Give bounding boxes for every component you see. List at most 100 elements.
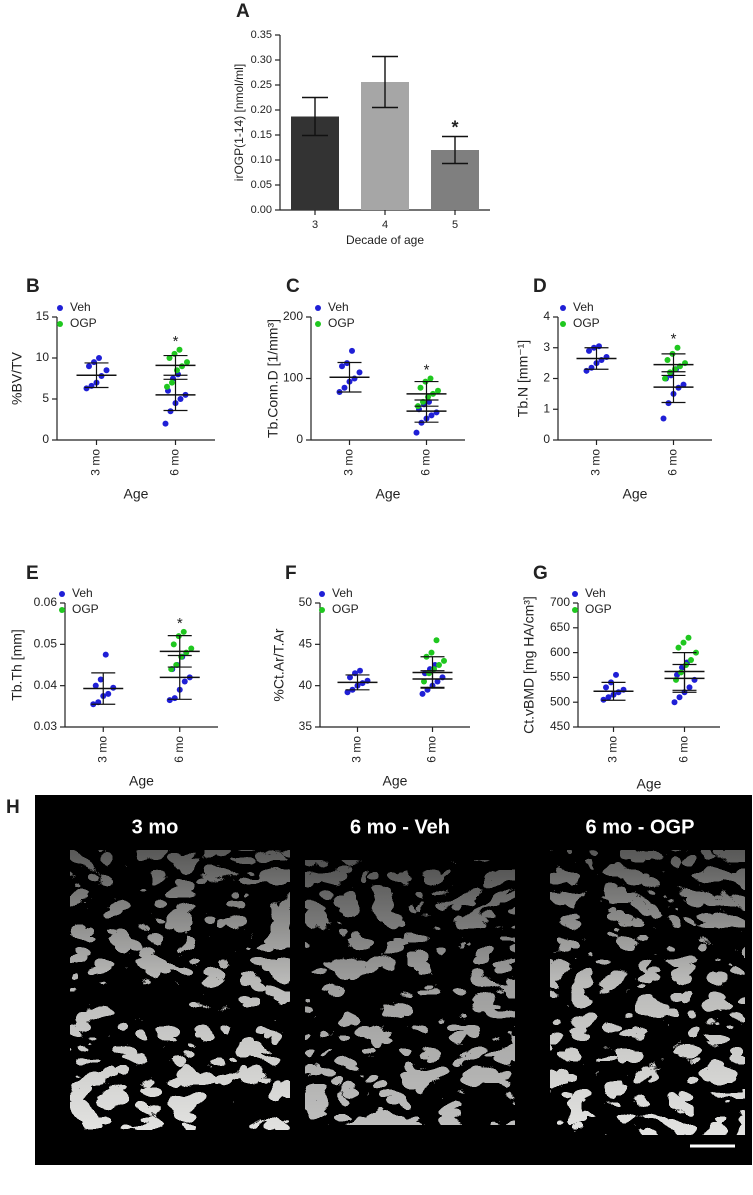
y-axis-label: %BV/TV: [9, 351, 25, 405]
significance-mark: *: [177, 615, 183, 632]
data-point: [97, 676, 104, 683]
data-point: [664, 357, 671, 364]
x-tick-label: 6 mo: [666, 449, 680, 476]
data-point: [675, 644, 682, 651]
data-point: [91, 359, 97, 366]
data-point: [660, 415, 667, 422]
y-tick-label: 200: [283, 309, 303, 323]
data-point: [436, 662, 442, 668]
legend-marker: [57, 305, 63, 311]
data-point: [356, 369, 363, 376]
data-point: [688, 657, 694, 664]
data-point: [347, 674, 353, 681]
data-point: [184, 359, 190, 366]
significance-mark: *: [671, 331, 677, 348]
y-tick-label: 1: [543, 401, 550, 415]
y-axis-label: Tb.N [mm⁻¹]: [515, 340, 531, 417]
y-tick-label: 4: [543, 309, 550, 323]
bone-renders: [70, 850, 745, 1135]
data-point: [665, 400, 672, 407]
legend-label: Veh: [332, 586, 353, 600]
panel-letter: B: [26, 276, 40, 297]
data-point: [413, 429, 420, 436]
data-point: [167, 408, 174, 415]
data-point: [678, 669, 684, 676]
x-tick-label: 6 mo: [425, 736, 439, 763]
x-tick-label: 6 mo: [419, 449, 433, 476]
y-tick-label: 3: [543, 340, 550, 354]
x-tick-label: 3 mo: [350, 736, 364, 763]
y-axis-label: Tb.Th [mm]: [9, 629, 25, 701]
x-axis-label: Age: [383, 773, 408, 789]
legend-label: OGP: [70, 316, 97, 330]
legend-marker: [315, 305, 321, 311]
data-point: [169, 379, 175, 386]
x-tick-label: 3 mo: [342, 449, 356, 476]
y-tick-label: 5: [42, 391, 49, 405]
legend-marker: [57, 321, 63, 327]
micro-ct-panel: H 3 mo 6 mo - Veh 6 mo - OGP: [6, 795, 752, 1165]
data-point: [96, 355, 102, 361]
legend-marker: [560, 321, 566, 327]
data-point: [418, 419, 425, 426]
y-tick-label: 0.03: [34, 719, 58, 733]
legend-label: OGP: [332, 602, 359, 616]
data-point: [166, 355, 173, 361]
legend-label: OGP: [585, 602, 612, 616]
image-label: 6 mo - OGP: [586, 816, 695, 838]
significance-mark: *: [173, 333, 179, 350]
panel-letter: E: [26, 563, 39, 584]
data-point: [166, 697, 173, 704]
y-tick-label: 0: [543, 432, 550, 446]
panel-letter: G: [533, 563, 548, 584]
data-point: [86, 363, 92, 370]
legend-label: Veh: [70, 300, 91, 314]
data-point: [586, 347, 592, 354]
y-tick-label: 0.15: [251, 129, 272, 141]
data-point: [603, 684, 609, 691]
legend-label: OGP: [328, 316, 355, 330]
significance-mark: *: [424, 361, 430, 378]
y-tick-label: 700: [550, 595, 570, 609]
legend-marker: [319, 591, 325, 597]
y-tick-label: 0.04: [34, 678, 58, 692]
data-point: [180, 628, 187, 635]
y-tick-label: 0.10: [251, 154, 272, 166]
data-point: [164, 383, 170, 390]
y-tick-label: 650: [550, 620, 570, 634]
legend-label: OGP: [573, 316, 600, 330]
y-axis-label: Ct.vBMD [mg HA/cm³]: [521, 596, 537, 734]
y-axis-label: %Ct.Ar/T.Ar: [271, 628, 287, 701]
y-tick-label: 10: [36, 350, 50, 364]
data-point: [110, 684, 117, 691]
y-tick-label: 35: [299, 719, 313, 733]
bone-render: [305, 860, 515, 1125]
significance-mark: *: [451, 117, 458, 137]
data-point: [433, 409, 440, 416]
y-tick-label: 450: [550, 719, 570, 733]
data-point: [102, 651, 109, 658]
y-tick-label: 0.05: [251, 179, 272, 191]
data-point: [671, 699, 678, 706]
bone-render: [70, 850, 290, 1130]
data-point: [179, 363, 185, 370]
legend-marker: [315, 321, 321, 327]
legend-label: Veh: [72, 586, 93, 600]
legend-marker: [319, 607, 325, 613]
panel-letter: H: [6, 797, 20, 818]
data-point: [605, 694, 612, 701]
legend-label: OGP: [72, 602, 99, 616]
data-point: [344, 360, 350, 367]
x-tick-label: 6 mo: [172, 736, 186, 763]
panel-letter: A: [236, 1, 250, 22]
data-point: [177, 396, 184, 402]
data-point: [188, 645, 195, 652]
data-point: [351, 375, 358, 382]
y-tick-label: 15: [36, 309, 50, 323]
y-tick-label: 0: [296, 432, 303, 446]
legend-label: Veh: [573, 300, 594, 314]
data-point: [171, 695, 178, 702]
x-axis-label: Age: [124, 486, 149, 502]
y-tick-label: 600: [550, 645, 570, 659]
